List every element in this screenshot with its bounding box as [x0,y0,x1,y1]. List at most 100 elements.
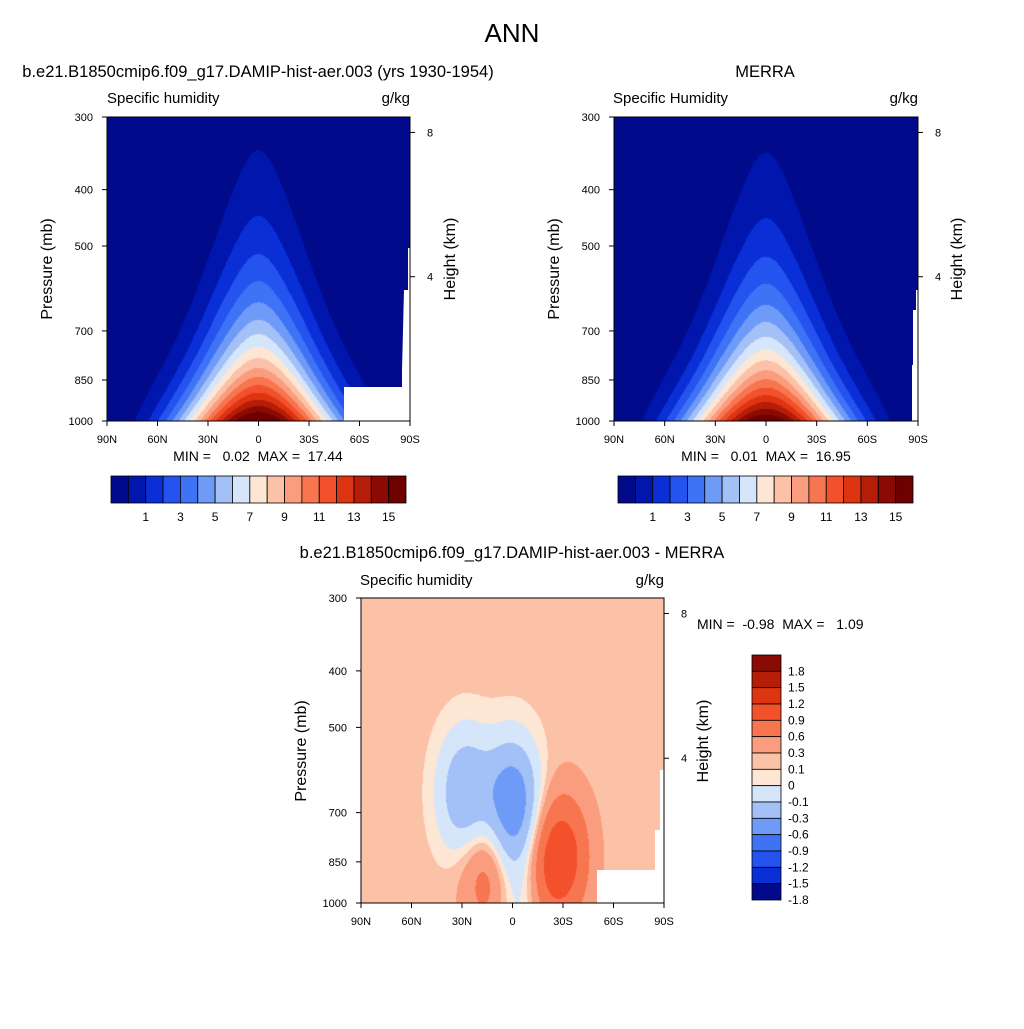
panel-diff: b.e21.B1850cmip6.f09_g17.DAMIP-hist-aer.… [293,544,864,928]
colorbar-tick-label: -0.9 [788,844,809,858]
y-right-tick-label: 4 [427,272,433,284]
y-axis-right-diff: 84 [664,608,687,765]
colorbar-box [751,687,782,705]
colorbar-diff: 1.8 1.5 1.2 0.9 0.6 0.3 0.1 0 -0.1 -0.3 -0.6 -0.9 -1… [751,654,809,907]
colorbar-tick-label: -1.2 [788,860,809,874]
colorbar-box [756,475,775,504]
y-tick-label: 400 [582,185,600,197]
panel-model-left-string: Specific humidity [107,90,220,107]
y-tick-label: 1000 [323,898,347,910]
panel-obs-title: MERRA [735,63,795,81]
colorbar-box [704,475,723,504]
colorbar-box [751,768,782,787]
colorbar-tick-label: -0.3 [788,811,809,825]
colorbar-box [751,866,782,885]
panel-model-title: b.e21.B1850cmip6.f09_g17.DAMIP-hist-aer.… [22,63,493,81]
stats-diff: MIN = -0.98 MAX = 1.09 [697,616,864,632]
topography-mask-diff [597,770,664,903]
panel-diff-left-string: Specific humidity [360,572,473,589]
y-tick-label: 1000 [576,416,600,428]
y-tick-label: 850 [329,857,347,869]
colorbar-tick-label: 0.1 [788,762,805,776]
y-tick-label: 400 [329,666,347,678]
y-tick-label: 300 [75,112,93,124]
colorbar-tick-label: 0.3 [788,746,805,760]
colorbar-box [110,475,129,504]
stats-model: MIN = 0.02 MAX = 17.44 [173,448,343,464]
colorbar-tick-label: 9 [281,510,288,524]
colorbar-tick-label: 3 [177,510,184,524]
colorbar-obs: 1 3 5 7 9 11 13 15 [617,475,914,524]
colorbar-box [232,475,251,504]
colorbar-tick-label: 9 [788,510,795,524]
panel-obs-left-string: Specific Humidity [613,90,729,107]
x-tick-label: 0 [763,434,769,446]
colorbar-box [318,475,337,504]
contour-field-obs [614,117,918,421]
y-axis-right-label-obs: Height (km) [949,218,966,301]
colorbar-box [751,670,782,689]
colorbar-box [617,475,636,504]
y-tick-label: 850 [582,375,600,387]
colorbar-box [162,475,181,504]
colorbar-tick-label: 7 [246,510,253,524]
colorbar-box [751,719,782,738]
colorbar-tick-label: 5 [212,510,219,524]
colorbar-box [284,475,303,504]
colorbar-box [739,475,758,504]
colorbar-box [751,654,782,672]
contour-field-model [107,117,410,421]
x-tick-label: 90N [97,434,117,446]
panel-obs-units: g/kg [890,90,918,107]
colorbar-box [751,785,782,803]
topography-mask-shape-obs [912,290,918,421]
x-tick-label: 90N [351,916,371,928]
x-tick-label: 60N [401,916,421,928]
colorbar-tick-label: -1.8 [788,893,809,907]
panel-obs: MERRA Specific Humidity g/kg 90N 60N 30N 0 3… [546,63,966,524]
x-tick-label: 30N [452,916,472,928]
x-axis-diff: 90N 60N 30N 0 30S 60S 90S [351,903,674,928]
colorbar-model: 1 3 5 7 9 11 13 15 [110,475,407,524]
colorbar-box [773,475,792,504]
colorbar-box [652,475,671,504]
stats-obs: MIN = 0.01 MAX = 16.95 [681,448,851,464]
colorbar-box [860,475,879,504]
colorbar-box [751,883,782,901]
x-tick-label: 90S [400,434,420,446]
x-tick-label: 60S [604,916,624,928]
panel-diff-title: b.e21.B1850cmip6.f09_g17.DAMIP-hist-aer.… [300,544,725,562]
colorbar-tick-label: -1.5 [788,877,809,891]
colorbar-box [669,475,688,504]
colorbar-box [145,475,164,504]
y-axis-obs: 300 400 500 700 850 1000 [576,112,614,428]
x-tick-label: 60S [350,434,370,446]
topography-mask-shape-model [344,248,410,421]
colorbar-box [249,475,268,504]
y-axis-right-model: 84 [410,127,433,284]
y-axis-model: 300 400 500 700 850 1000 [69,112,107,428]
panel-model: b.e21.B1850cmip6.f09_g17.DAMIP-hist-aer.… [22,63,493,524]
x-tick-label: 30N [198,434,218,446]
colorbar-box [353,475,372,504]
colorbar-box [791,475,810,504]
y-tick-label: 500 [329,722,347,734]
colorbar-tick-label: 1.2 [788,697,805,711]
y-axis-label-diff: Pressure (mb) [293,700,310,801]
y-tick-label: 1000 [69,416,93,428]
topography-mask-obs [912,290,918,421]
colorbar-box [751,817,782,836]
colorbar-box [214,475,233,504]
y-axis-right-label-diff: Height (km) [695,700,712,783]
x-tick-label: 60N [147,434,167,446]
colorbar-tick-label: 1.8 [788,664,805,678]
colorbar-box [751,834,782,852]
colorbar-tick-label: 15 [382,510,396,524]
contour-field-diff [361,598,664,903]
y-axis-diff: 300 400 500 700 850 1000 [323,593,361,910]
y-tick-label: 500 [75,241,93,253]
colorbar-tick-label: 13 [854,510,868,524]
y-tick-label: 850 [75,375,93,387]
